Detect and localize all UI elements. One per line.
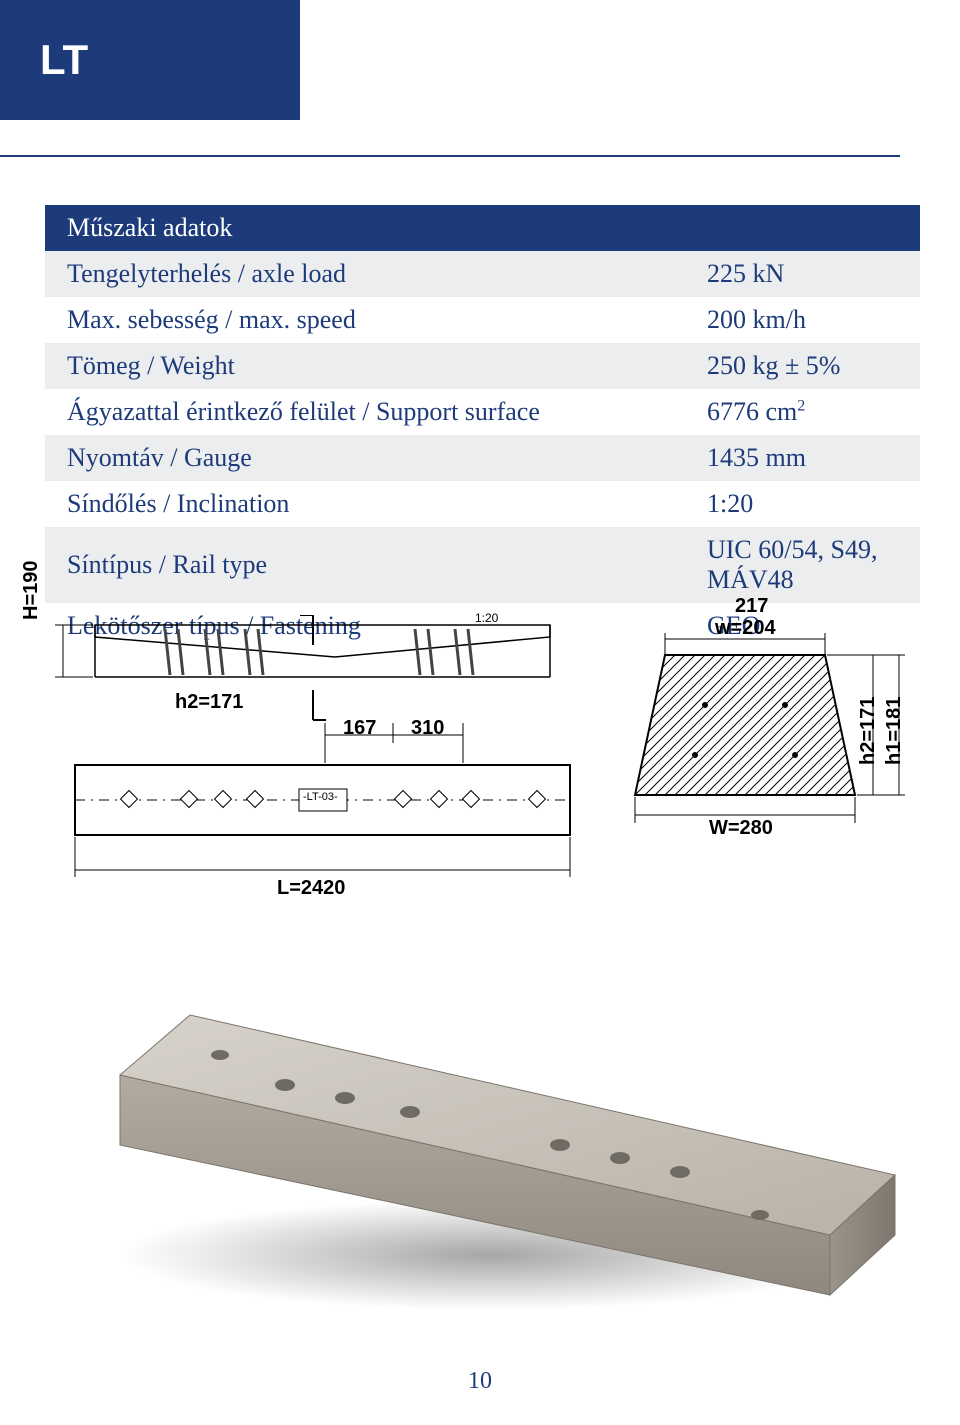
dim-h2: h2=171 — [175, 691, 243, 714]
row-value: 1:20 — [685, 481, 920, 527]
title-underline — [0, 155, 900, 157]
row-value: 200 km/h — [685, 297, 920, 343]
table-row: Max. sebesség / max. speed 200 km/h — [45, 297, 920, 343]
side-elevation: H=190 h2=171 167 310 L=2420 -LT-03- 1:20 — [45, 615, 580, 915]
table-row: Nyomtáv / Gauge 1435 mm — [45, 435, 920, 481]
row-label: Síndőlés / Inclination — [45, 481, 685, 527]
row-label: Tömeg / Weight — [45, 343, 685, 389]
dim-w: w=204 — [715, 617, 776, 640]
row-value: 225 kN — [685, 251, 920, 297]
row-value: 6776 cm2 — [685, 389, 920, 435]
product-photo-svg — [60, 935, 900, 1325]
engineering-drawings: H=190 h2=171 167 310 L=2420 -LT-03- 1:20 — [45, 615, 925, 935]
table-row: Síndőlés / Inclination 1:20 — [45, 481, 920, 527]
table-row: Tömeg / Weight 250 kg ± 5% — [45, 343, 920, 389]
dim-H: H=190 — [20, 561, 43, 621]
title-text: LT — [40, 36, 88, 84]
table-header-left: Műszaki adatok — [45, 205, 685, 251]
row-value: UIC 60/54, S49, MÁV48 — [685, 527, 920, 603]
table-header-row: Műszaki adatok — [45, 205, 920, 251]
side-elevation-svg — [45, 615, 580, 915]
dim-L: L=2420 — [277, 877, 345, 900]
row-value: 1435 mm — [685, 435, 920, 481]
cross-section: 217 w=204 h2=171 h1=181 W=280 — [605, 615, 925, 845]
row-label: Max. sebesség / max. speed — [45, 297, 685, 343]
product-photo — [60, 935, 900, 1325]
table-row: Ágyazattal érintkező felület / Support s… — [45, 389, 920, 435]
dim-310: 310 — [411, 717, 444, 740]
dim-h2c: h2=171 — [857, 697, 880, 765]
dim-W: W=280 — [709, 817, 773, 840]
page-number: 10 — [468, 1368, 492, 1395]
table-row: Síntípus / Rail type UIC 60/54, S49, MÁV… — [45, 527, 920, 603]
row-value-text: 6776 cm — [707, 397, 797, 426]
row-value: 250 kg ± 5% — [685, 343, 920, 389]
table-row: Tengelyterhelés / axle load 225 kN — [45, 251, 920, 297]
title-band: LT — [0, 0, 300, 120]
dim-217: 217 — [735, 595, 768, 618]
row-label: Ágyazattal érintkező felület / Support s… — [45, 389, 685, 435]
row-label: Tengelyterhelés / axle load — [45, 251, 685, 297]
dim-167: 167 — [343, 717, 376, 740]
row-value-sup: 2 — [797, 397, 805, 414]
row-label: Nyomtáv / Gauge — [45, 435, 685, 481]
specs-table: Műszaki adatok Tengelyterhelés / axle lo… — [45, 205, 920, 649]
dim-slope: 1:20 — [475, 611, 498, 625]
table-header-right — [685, 205, 920, 251]
dim-h1c: h1=181 — [883, 697, 906, 765]
tag-box: -LT-03- — [303, 791, 338, 803]
row-label: Síntípus / Rail type — [45, 527, 685, 603]
